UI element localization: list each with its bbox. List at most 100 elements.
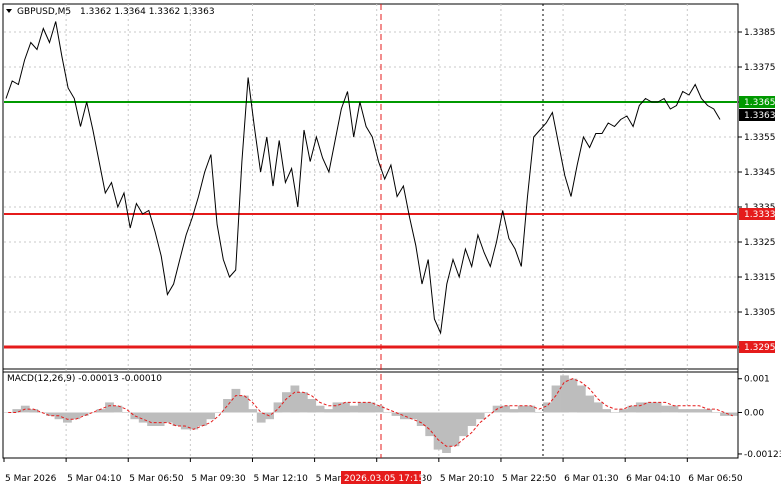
y-tick-label: 1.3355 xyxy=(744,133,776,143)
x-tick-label: 5 Mar 06:50 xyxy=(129,474,184,484)
macd-bar xyxy=(433,412,443,450)
macd-bar xyxy=(29,409,39,413)
macd-bar xyxy=(231,388,241,413)
macd-bar xyxy=(711,412,721,413)
macd-bar xyxy=(517,405,527,413)
macd-bar xyxy=(307,399,317,413)
macd-bar xyxy=(180,412,190,430)
macd-bar xyxy=(416,412,426,426)
macd-bar xyxy=(602,409,611,413)
current-price-tag-bg xyxy=(739,109,775,121)
macd-bar xyxy=(113,405,123,413)
macd-bar xyxy=(627,405,637,413)
macd-bar xyxy=(383,412,392,413)
macd-bar xyxy=(408,412,418,420)
macd-bar xyxy=(400,412,409,420)
macd-bar xyxy=(341,402,350,413)
macd-bar xyxy=(197,412,207,426)
macd-bar xyxy=(248,409,258,413)
price-series-line xyxy=(5,21,721,335)
level-tag-bg xyxy=(739,341,775,353)
macd-y-tick-label: -0.00123 xyxy=(744,450,781,460)
macd-bar xyxy=(475,412,485,420)
y-tick-label: 1.3305 xyxy=(744,308,776,318)
y-tick-label: 1.3345 xyxy=(744,168,776,178)
macd-bar xyxy=(88,412,98,413)
macd-bar xyxy=(96,409,106,413)
macd-y-tick-label: 0.001 xyxy=(744,375,770,385)
x-tick-label: 6 Mar 06:50 xyxy=(688,474,743,484)
level-tag: 1.3365 xyxy=(744,98,776,108)
macd-bar xyxy=(635,402,645,413)
macd-title: MACD(12,26,9) -0.00013 -0.00010 xyxy=(7,374,162,384)
y-tick-label: 1.3375 xyxy=(744,63,776,73)
macd-bar xyxy=(501,405,510,413)
macd-bar xyxy=(543,402,552,413)
y-axis: 1.33851.33751.33651.33551.33451.33351.33… xyxy=(738,28,776,353)
macd-bar xyxy=(155,412,165,426)
macd-bar xyxy=(526,405,536,413)
macd-bar xyxy=(164,412,173,423)
macd-y-axis: 0.001 0.00 -0.00123 xyxy=(738,375,781,460)
macd-bar xyxy=(138,412,148,423)
grid-lines xyxy=(4,4,737,458)
macd-bar xyxy=(585,395,595,413)
macd-bar xyxy=(172,412,182,426)
chart-menu-triangle-icon[interactable] xyxy=(6,9,12,13)
macd-bar xyxy=(122,412,131,413)
current-price-tag: 1.3363 xyxy=(744,111,776,121)
macd-bar xyxy=(391,412,401,416)
macd-bar xyxy=(678,409,687,413)
x-tick-label: 5 Mar 22:50 xyxy=(502,474,557,484)
macd-bar xyxy=(661,405,670,413)
macd-bar xyxy=(12,409,22,413)
macd-bar xyxy=(189,412,199,430)
macd-bar xyxy=(130,412,140,420)
macd-bar xyxy=(644,402,654,413)
y-tick-label: 1.3385 xyxy=(744,28,776,38)
x-tick-label: 5 Mar 09:30 xyxy=(191,474,246,484)
macd-bar xyxy=(206,412,215,420)
macd-bar xyxy=(669,405,679,413)
macd-bar xyxy=(450,412,460,447)
macd-bar xyxy=(265,412,274,420)
macd-bar xyxy=(239,395,249,413)
macd-bar xyxy=(509,409,519,413)
macd-bar xyxy=(720,412,729,416)
macd-bar xyxy=(703,409,713,413)
price-levels: 1.3365 1.3333 1.3295 1.3363 xyxy=(4,96,776,353)
macd-bar xyxy=(214,412,224,413)
main-panel-frame xyxy=(2,3,739,459)
ohlc-values: 1.3362 1.3364 1.3362 1.3363 xyxy=(80,7,215,17)
macd-bar xyxy=(366,402,376,413)
macd-bar xyxy=(105,402,114,413)
macd-bar xyxy=(298,392,308,413)
macd-bar xyxy=(256,412,266,423)
crosshair-time-tag-bg xyxy=(341,471,421,484)
x-tick-label: 5 Mar 20:10 xyxy=(440,474,495,484)
macd-bar xyxy=(728,412,738,416)
macd-bar xyxy=(484,412,493,413)
macd-bar xyxy=(63,412,72,423)
macd-bar xyxy=(425,412,435,437)
macd-bar xyxy=(442,412,451,453)
x-tick-label: 5 Mar 2026 xyxy=(5,474,57,484)
macd-bar xyxy=(652,402,662,413)
macd-bar xyxy=(357,402,367,413)
level-tag-bg xyxy=(739,96,775,108)
level-tag-bg xyxy=(739,208,775,220)
macd-signal-line xyxy=(8,378,733,447)
x-tick-label: 5 Mar 12:10 xyxy=(253,474,308,484)
macd-histogram xyxy=(4,375,738,453)
macd-bar xyxy=(147,412,156,426)
macd-bar xyxy=(315,405,325,413)
level-tag: 1.3295 xyxy=(744,343,776,353)
macd-bar xyxy=(273,402,283,413)
x-tick-label: 6 Mar 04:10 xyxy=(626,474,681,484)
macd-bar xyxy=(79,412,89,416)
macd-bar xyxy=(593,402,603,413)
macd-bar xyxy=(467,412,477,426)
x-tick-label: 5 Mar 04:10 xyxy=(67,474,122,484)
level-tag: 1.3333 xyxy=(744,210,776,220)
